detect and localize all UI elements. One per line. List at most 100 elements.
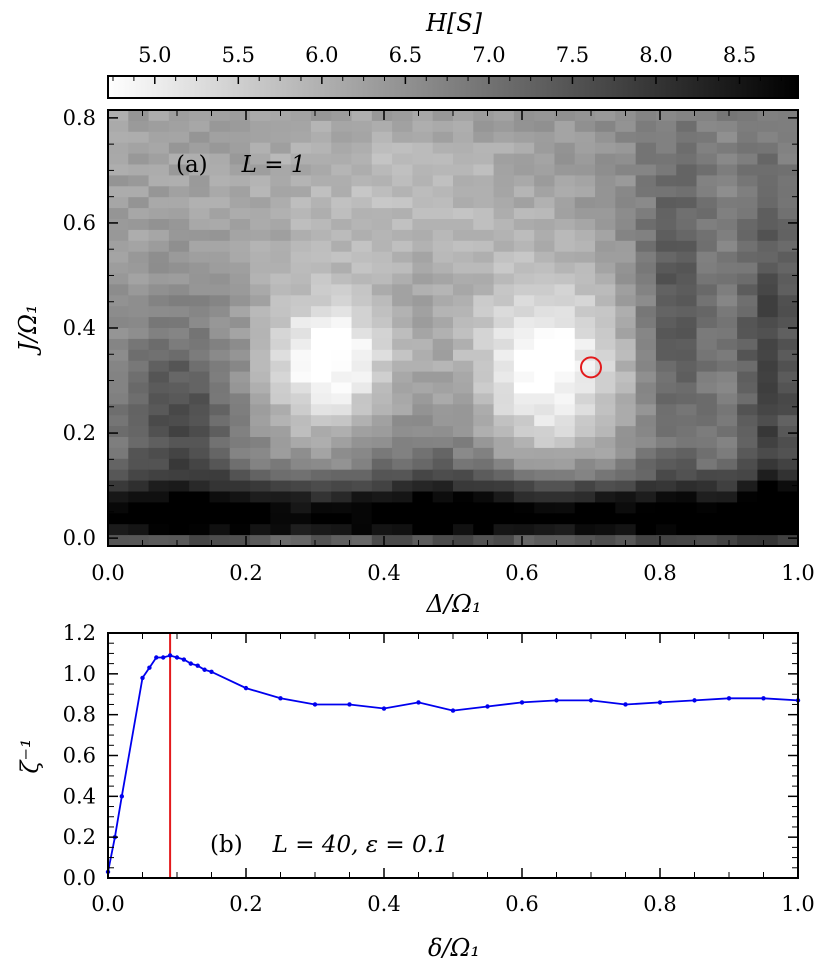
heatmap-cell	[453, 120, 474, 133]
heatmap-cell	[168, 208, 190, 220]
heatmap-cell	[757, 131, 779, 144]
heatmap-cell	[493, 317, 515, 329]
heatmap-cell	[676, 110, 698, 122]
heatmap-cell	[128, 284, 150, 296]
heatmap-cell	[716, 328, 738, 340]
heatmap-cell	[574, 426, 596, 438]
y-tick-label: 1.2	[63, 621, 96, 645]
heatmap-cell	[331, 415, 353, 427]
heatmap-cell	[290, 360, 312, 373]
heatmap-cell	[655, 437, 677, 449]
heatmap-cell	[310, 513, 332, 525]
heatmap-cell	[574, 317, 596, 329]
heatmap-cell	[574, 131, 596, 144]
heatmap-cell	[351, 360, 373, 373]
heatmap-cell	[310, 295, 332, 307]
heatmap-cell	[331, 338, 353, 351]
heatmap-cell	[737, 120, 759, 133]
heatmap-cell	[737, 458, 759, 471]
heatmap-cell	[371, 469, 393, 482]
heatmap-cell	[696, 469, 718, 482]
heatmap-cell	[574, 153, 596, 166]
data-point	[761, 696, 766, 701]
heatmap-cell	[351, 415, 373, 427]
heatmap-cell	[331, 240, 353, 253]
heatmap-cell	[128, 175, 150, 187]
heatmap-cell	[108, 491, 129, 503]
heatmap-cell	[128, 186, 150, 198]
heatmap-cell	[270, 524, 292, 536]
heatmap-cell	[412, 229, 434, 242]
heatmap-cell	[473, 153, 495, 166]
heatmap-cell	[229, 469, 251, 482]
heatmap-cell	[432, 142, 454, 155]
heatmap-cell	[108, 295, 129, 307]
heatmap-cell	[270, 240, 292, 253]
heatmap-cell	[371, 524, 393, 536]
heatmap-cell	[412, 360, 434, 373]
heatmap-cell	[574, 437, 596, 449]
heatmap-cell	[310, 480, 332, 493]
heatmap-cell	[493, 393, 515, 405]
heatmap-cell	[655, 295, 677, 307]
heatmap-cell	[310, 262, 332, 275]
heatmap-cell	[574, 469, 596, 482]
heatmap-cell	[209, 404, 231, 416]
heatmap-cell	[513, 262, 535, 275]
heatmap-cell	[615, 240, 637, 253]
heatmap-cell	[574, 262, 596, 275]
heatmap-cell	[250, 480, 271, 493]
heatmap-cell	[250, 229, 271, 242]
heatmap-cell	[676, 382, 698, 394]
heatmap-cell	[108, 317, 129, 329]
heatmap-cell	[392, 120, 414, 133]
heatmap-cell	[108, 535, 129, 547]
heatmap-cell	[392, 175, 414, 187]
heatmap-cell	[635, 437, 657, 449]
heatmap-cell	[635, 262, 657, 275]
heatmap-cell	[534, 404, 556, 416]
heatmap-cell	[310, 229, 332, 242]
heatmap-cell	[310, 458, 332, 471]
heatmap-cell	[696, 360, 718, 373]
heatmap-cell	[148, 371, 170, 384]
heatmap-cell	[757, 229, 779, 242]
heatmap-cell	[310, 382, 332, 394]
heatmap-cell	[371, 142, 393, 155]
heatmap-cell	[777, 524, 799, 536]
heatmap-cell	[229, 164, 251, 176]
heatmap-cell	[696, 186, 718, 198]
heatmap-cell	[331, 328, 353, 340]
heatmap-cell	[351, 317, 373, 329]
heatmap-cell	[554, 120, 576, 133]
heatmap-cell	[716, 208, 738, 220]
heatmap-cell	[737, 382, 759, 394]
heatmap-cell	[371, 164, 393, 176]
heatmap-cell	[574, 219, 596, 231]
heatmap-cell	[635, 491, 657, 503]
heatmap-cell	[513, 142, 535, 155]
colorbar: H[S] 5.0 5.5 6.0 6.5 7.0 7.5 8.0 8.5	[107, 9, 799, 99]
heatmap-cell	[716, 164, 738, 176]
heatmap-cell	[757, 197, 779, 209]
heatmap-cell	[331, 284, 353, 296]
heatmap-cell	[696, 208, 718, 220]
marker-circle	[580, 356, 602, 379]
heatmap-cell	[371, 175, 393, 187]
heatmap-cell	[453, 175, 474, 187]
heatmap-cell	[676, 175, 698, 187]
heatmap-cell	[331, 382, 353, 394]
heatmap-cell	[716, 426, 738, 438]
heatmap-cell	[595, 208, 616, 220]
heatmap-cell	[635, 273, 657, 285]
heatmap-cell	[189, 338, 211, 351]
heatmap-cell	[595, 273, 616, 285]
heatmap-cell	[554, 208, 576, 220]
heatmap-cell	[371, 197, 393, 209]
heatmap-cell	[493, 404, 515, 416]
heatmap-cell	[168, 262, 190, 275]
heatmap-cell	[554, 535, 576, 547]
heatmap-cell	[453, 360, 474, 373]
heatmap-cell	[534, 328, 556, 340]
heatmap-cell	[676, 229, 698, 242]
